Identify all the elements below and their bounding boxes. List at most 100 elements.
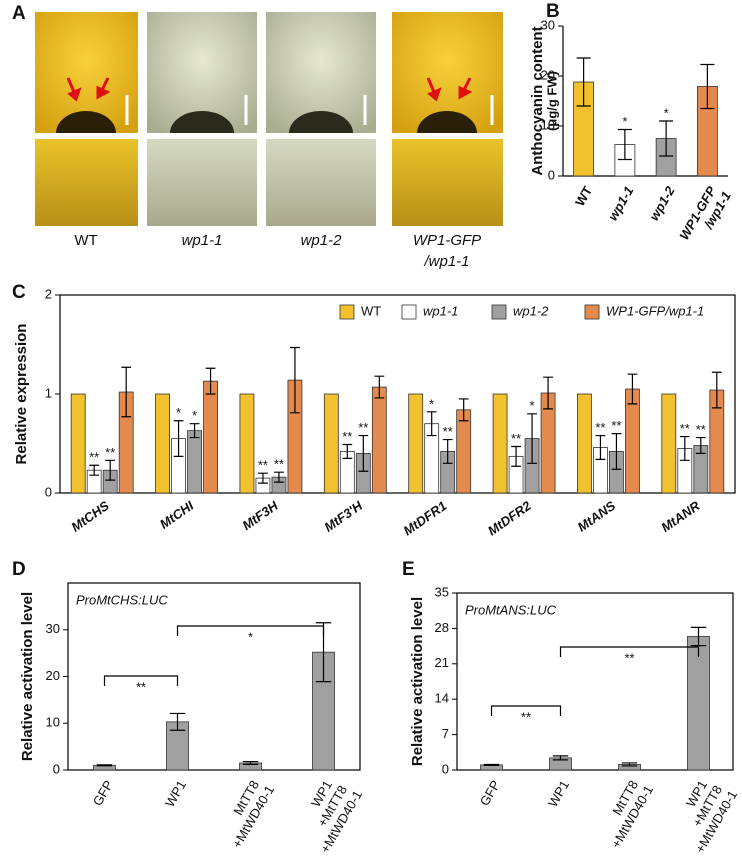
arrows	[66, 77, 473, 102]
error-bar	[96, 764, 113, 767]
x-tick-label: WT	[572, 184, 595, 209]
x-tick-label: MtCHI	[157, 498, 197, 532]
error-bar	[621, 762, 638, 767]
photo-caption: wp1-2	[301, 232, 343, 249]
photo-caption: WP1-GFP	[413, 232, 481, 249]
bar	[323, 393, 339, 494]
x-tick-label: MtANR	[658, 498, 703, 535]
legend-swatch	[339, 304, 355, 320]
x-tick-label: wp1-1	[605, 184, 636, 223]
error-bar	[458, 398, 469, 422]
bar	[239, 393, 255, 494]
bracket-label: *	[248, 629, 253, 644]
error-bar	[690, 626, 707, 647]
error-bar	[374, 375, 385, 399]
error-bar	[173, 420, 184, 457]
photo-caption: WT	[74, 232, 97, 249]
y-axis-label: Relative expression	[13, 324, 30, 465]
x-tick-label: MtDFR1	[401, 498, 450, 538]
bar	[408, 393, 424, 494]
plot-frame	[456, 592, 734, 771]
photo-caption: /wp1-1	[423, 253, 469, 270]
error-bar	[258, 472, 268, 484]
error-bar	[189, 423, 200, 439]
significance: **	[443, 424, 453, 439]
error-bar	[342, 443, 353, 459]
error-bar	[121, 366, 132, 418]
bracket-label: **	[624, 650, 634, 665]
y-axis-label: Anthocyanin content	[529, 26, 546, 175]
significance: **	[342, 429, 352, 444]
y-tick-label: 20	[46, 668, 60, 683]
significance: *	[176, 405, 181, 420]
bar	[492, 393, 508, 494]
panel-label: D	[12, 559, 26, 580]
significance: *	[622, 114, 627, 129]
photo	[35, 139, 138, 226]
significance: **	[611, 418, 621, 433]
annotation: ProMtANS:LUC	[465, 602, 557, 617]
significance: *	[530, 398, 535, 413]
error-bar	[426, 411, 437, 437]
legend-swatch	[491, 304, 507, 320]
annotation: ProMtCHS:LUC	[76, 592, 168, 607]
error-bar	[611, 433, 622, 470]
y-tick-label: 21	[435, 655, 449, 670]
panel-label: A	[12, 3, 26, 24]
error-bar	[659, 120, 674, 157]
panel-label: B	[546, 1, 560, 22]
y-tick-label: 0	[45, 484, 52, 499]
bracket-label: **	[136, 679, 146, 694]
y-axis-unit: (μg/g FW)	[544, 71, 559, 131]
y-tick-label: 30	[46, 621, 60, 636]
y-tick-label: 1	[45, 385, 52, 400]
x-tick-label: WP1	[545, 778, 572, 810]
error-bar	[242, 760, 259, 765]
significance: **	[105, 445, 115, 460]
legend-label: wp1-2	[513, 303, 549, 318]
error-bar	[442, 438, 453, 464]
y-tick-label: 30	[541, 17, 555, 32]
photo-row	[0, 12, 742, 226]
legend-swatch	[401, 304, 417, 320]
error-bar	[595, 434, 606, 460]
y-tick-label: 10	[541, 117, 555, 132]
photo	[392, 139, 503, 226]
significance: **	[595, 420, 605, 435]
bar	[155, 393, 170, 494]
error-bar	[695, 436, 706, 454]
error-bar	[679, 435, 690, 461]
bar	[456, 409, 472, 494]
y-tick-label: 0	[442, 761, 449, 776]
bar	[70, 393, 86, 494]
significance: **	[696, 422, 706, 437]
error-bar	[89, 464, 100, 476]
significance: **	[89, 450, 99, 465]
error-bar	[627, 373, 638, 405]
legend-swatch	[584, 304, 600, 320]
x-tick-label: WP1	[162, 778, 189, 810]
y-tick-label: 0	[548, 167, 555, 182]
legend-label: wp1-1	[423, 303, 458, 318]
significance: **	[358, 420, 368, 435]
legend-label: WT	[361, 303, 381, 318]
error-bar	[511, 445, 521, 467]
significance: *	[429, 396, 434, 411]
error-bar	[700, 63, 715, 110]
photo	[147, 139, 257, 226]
gap	[0, 133, 742, 139]
x-tick-label: wp1-2	[646, 183, 678, 223]
error-bar	[543, 376, 553, 410]
x-tick-label: MtCHS	[68, 498, 112, 535]
x-tick-label: GFP	[90, 778, 116, 809]
legend-label: WP1-GFP/wp1-1	[606, 303, 704, 318]
error-bar	[358, 434, 369, 472]
significance: *	[192, 408, 197, 423]
panel-label: E	[402, 559, 415, 580]
error-bar	[527, 413, 537, 464]
significance: **	[511, 431, 521, 446]
bar	[371, 386, 387, 494]
error-bar	[483, 763, 500, 767]
bar	[577, 393, 592, 494]
